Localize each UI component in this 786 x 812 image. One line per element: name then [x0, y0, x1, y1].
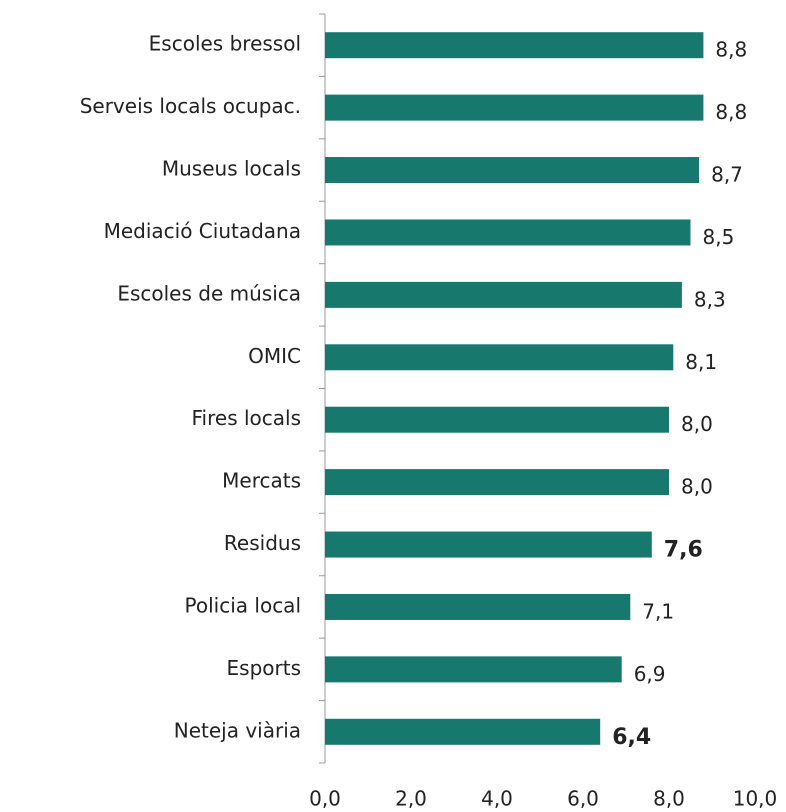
y-tick-label: Esports — [227, 656, 301, 680]
x-tick-label: 8,0 — [653, 787, 685, 811]
bar — [325, 219, 691, 246]
bar — [325, 406, 669, 433]
y-tick-label: Museus locals — [162, 157, 301, 181]
y-tick-label: Escoles bressol — [149, 32, 301, 56]
value-label: 8,3 — [694, 287, 726, 311]
bar — [325, 344, 674, 371]
value-label: 7,6 — [664, 538, 703, 563]
value-label: 8,0 — [681, 412, 713, 436]
y-tick-label: Serveis locals ocupac. — [80, 94, 301, 118]
value-label: 6,9 — [634, 662, 666, 686]
bar — [325, 656, 622, 683]
x-tick-label: 2,0 — [395, 787, 427, 811]
value-label: 8,5 — [703, 225, 735, 249]
y-tick-label: OMIC — [248, 344, 301, 368]
value-label: 8,1 — [685, 350, 717, 374]
value-label: 8,8 — [715, 100, 747, 124]
x-tick-label: 10,0 — [733, 787, 778, 811]
bar — [325, 593, 631, 620]
y-tick-label: Mediació Ciutadana — [104, 219, 301, 243]
y-tick-label: Residus — [224, 531, 301, 555]
bar — [325, 94, 704, 121]
value-label: 8,8 — [715, 38, 747, 62]
y-tick-label: Escoles de música — [117, 281, 301, 305]
y-tick-label: Neteja viària — [174, 718, 301, 742]
bar — [325, 32, 704, 59]
value-label: 6,4 — [612, 725, 651, 750]
x-tick-label: 4,0 — [481, 787, 513, 811]
x-tick-label: 0,0 — [309, 787, 341, 811]
value-label: 8,7 — [711, 163, 743, 187]
bar — [325, 718, 601, 745]
bar — [325, 531, 652, 558]
y-tick-label: Policia local — [185, 593, 301, 617]
value-label: 8,0 — [681, 475, 713, 499]
bar — [325, 469, 669, 496]
bar — [325, 281, 682, 308]
value-label: 7,1 — [642, 599, 674, 623]
y-tick-label: Fires locals — [192, 406, 302, 430]
y-tick-label: Mercats — [222, 469, 301, 493]
x-tick-label: 6,0 — [567, 787, 599, 811]
bar — [325, 157, 700, 184]
